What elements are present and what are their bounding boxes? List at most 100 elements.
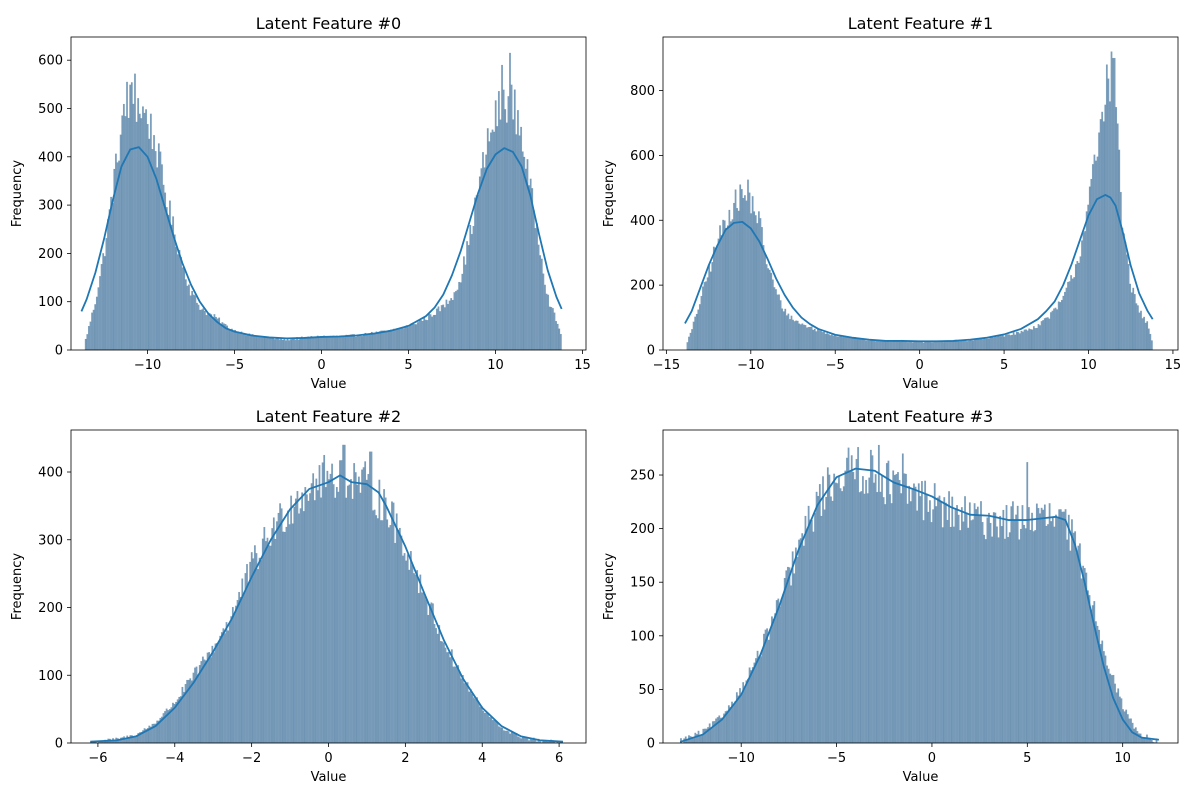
histogram-bar [466,241,469,351]
histogram-bar [1128,718,1131,744]
histogram-bar [861,476,864,744]
histogram-bar [313,337,316,351]
x-tick-label: 10 [487,358,504,373]
histogram-bar [900,493,903,744]
histogram-bar [550,306,553,351]
histogram-bar [407,326,410,351]
histogram-bar [452,666,455,744]
histogram-bar [936,341,939,351]
histogram-bar [316,490,319,744]
y-tick-label: 200 [38,601,63,616]
histogram-bar [703,282,706,351]
histogram-bar [164,192,167,351]
histogram-bar [848,337,850,351]
histogram-bar [116,162,119,351]
histogram-bar [493,131,496,351]
histogram-bar [799,324,802,351]
histogram-bar [935,341,937,351]
histogram-bar [1039,325,1041,351]
histogram-bar [695,313,698,351]
histogram-bar [841,336,844,351]
histogram-bar [434,314,437,351]
histogram-bar [504,730,507,744]
histogram-bar [740,188,743,351]
histogram-bar [143,112,146,351]
histogram-bar [1104,104,1107,351]
histogram-bar [992,512,995,744]
histogram-bar [1094,621,1097,744]
histogram-bar [1031,512,1034,744]
histogram-bar [435,308,438,351]
histogram-bar [239,596,242,744]
histogram-bar [254,336,257,351]
histogram-bar [346,334,349,351]
histogram-bar [907,342,909,351]
histogram-bar [469,689,472,744]
histogram-bar [111,203,114,351]
y-tick-label: 0 [647,737,655,752]
histogram-bar [858,492,861,744]
histogram-bar [855,338,858,351]
histogram-bar [1037,507,1040,744]
histogram-bar [483,167,486,351]
histogram-bar [767,639,770,744]
histogram-bar [197,304,200,351]
histogram-bar [816,329,819,351]
histogram-bar [331,335,333,351]
x-tick-label: 10 [1114,751,1131,766]
histogram-bar [1037,324,1040,351]
histogram-bar [271,528,274,744]
histogram-bar [837,336,840,351]
histogram-bar [206,652,209,744]
histogram-bar [894,341,897,351]
y-tick-label: 400 [38,150,63,165]
histogram-bar [451,299,454,351]
histogram-bar [227,630,230,744]
histogram-bar [838,336,841,351]
histogram-bar [1057,301,1060,351]
histogram-bar [698,304,701,351]
histogram-bar [425,599,428,744]
histogram-bar [447,651,450,744]
histogram-bar [238,591,241,744]
histogram-bar [959,530,962,744]
histogram-bar [924,341,927,351]
x-tick-label: 4 [478,751,486,766]
y-tick-label: 200 [630,522,655,537]
histogram-bar [1116,123,1119,351]
histogram-bar [1025,329,1027,351]
histogram-bar [480,168,483,351]
histogram-bar [337,491,340,744]
x-tick-label: −5 [826,358,845,373]
histogram-bar [1024,528,1027,744]
histogram-bar [542,273,545,351]
histogram-bar [195,302,198,351]
histogram-bar [831,500,834,744]
histogram-bar [439,311,442,351]
histogram-bar [478,176,481,351]
histogram-bar [447,303,449,351]
x-tick-label: −2 [242,751,261,766]
x-tick-label: 5 [1000,358,1008,373]
histogram-bar [103,256,106,351]
histogram-bar [474,197,476,351]
histogram-bar [391,501,393,744]
histogram-bar [776,294,779,351]
histogram-bar [876,340,878,351]
histogram-bar [882,497,885,744]
histogram-bar [897,341,900,351]
histogram-bar [1118,149,1121,351]
histogram-bar [540,258,543,351]
histogram-bar [968,502,971,744]
histogram-bar [340,460,343,744]
histogram-bar [283,531,286,744]
histogram-bar [405,560,408,744]
histogram-bar [871,340,874,351]
histogram-bar [881,475,884,744]
histogram-bar [1068,281,1071,351]
histogram-bar [1064,509,1067,744]
histogram-bar [495,721,497,744]
histogram-bar [235,332,238,351]
histogram-bar [248,333,251,351]
histogram-bar [788,567,791,744]
